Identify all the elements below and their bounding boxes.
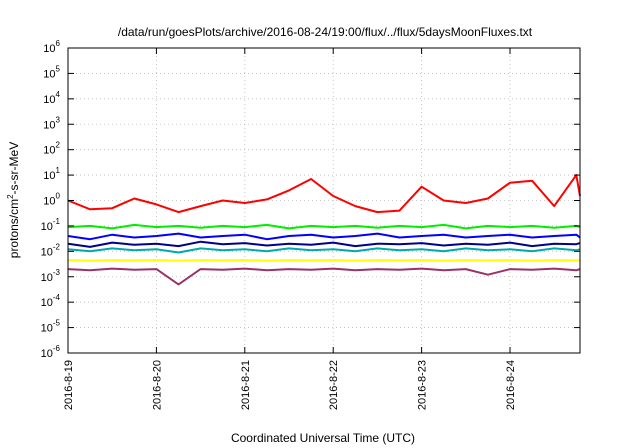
y-tick-label: 105	[43, 64, 60, 80]
series-line	[67, 240, 581, 248]
series-line	[67, 232, 581, 241]
x-axis-title: Coordinated Universal Time (UTC)	[231, 431, 415, 445]
y-tick-label: 10-2	[41, 242, 61, 258]
y-tick-label: 10-6	[41, 344, 61, 360]
y-tick-label: 101	[43, 166, 60, 182]
series-line	[67, 174, 581, 214]
x-tick-label: 2016-8-22	[328, 360, 340, 410]
y-tick-label: 102	[43, 141, 60, 157]
y-axis-title: protons/cm2-s-sr-MeV	[6, 142, 21, 258]
x-tick-label: 2016-8-24	[505, 360, 517, 410]
x-tick-label: 2016-8-20	[151, 360, 163, 410]
y-tick-label: 10-5	[41, 319, 61, 335]
x-tick-label: 2016-8-23	[417, 360, 429, 410]
y-tick-label: 103	[43, 115, 60, 131]
y-tick-label: 106	[43, 39, 60, 55]
series-line	[67, 267, 581, 286]
x-axis: 2016-8-19 2016-8-20 2016-8-21 2016-8-22 2016…	[63, 48, 517, 410]
y-tick-label: 100	[43, 192, 60, 208]
y-axis: 10-6 10-5 10-4 10-3 10-2 10-1 100 101 102 103 104 1…	[41, 39, 580, 360]
series-line	[67, 247, 581, 254]
y-tick-label: 104	[43, 90, 60, 106]
series-group	[67, 174, 581, 286]
x-tick-label: 2016-8-21	[240, 360, 252, 410]
y-tick-label: 10-3	[41, 268, 61, 284]
chart-title: /data/run/goesPlots/archive/2016-08-24/1…	[118, 25, 533, 39]
series-line	[67, 259, 581, 262]
series-line	[67, 223, 581, 230]
y-tick-label: 10-4	[41, 293, 61, 309]
x-tick-label: 2016-8-19	[63, 360, 75, 410]
y-tick-label: 10-1	[41, 217, 61, 233]
